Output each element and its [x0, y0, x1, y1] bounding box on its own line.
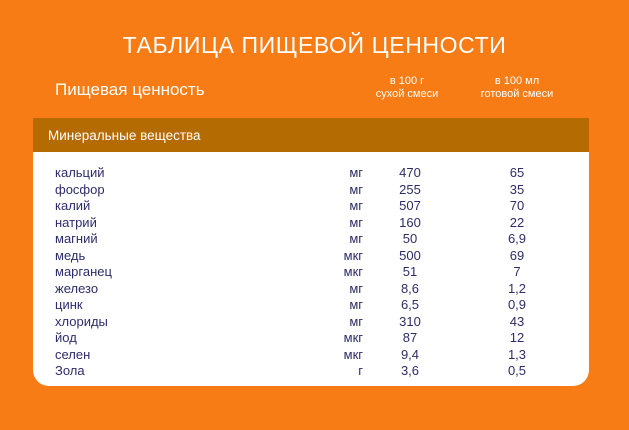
column-header-line: сухой смеси [375, 88, 439, 100]
table-row: магний мг 50 6,9 [33, 231, 589, 248]
nutrient-name: цинк [55, 297, 83, 312]
value-per-100ml-ready: 12 [509, 330, 525, 345]
section-label: Пищевая ценность [55, 80, 205, 99]
table-row: Зола г 3,6 0,5 [33, 363, 589, 380]
value-per-100ml-ready: 1,3 [507, 346, 527, 362]
value-per-100g-dry: 50 [402, 231, 418, 246]
nutrient-name: калий [55, 198, 91, 213]
nutrient-unit: мг [349, 231, 363, 246]
table-row: фосфор мг 255 35 [33, 182, 589, 199]
nutrient-name: магний [55, 231, 98, 246]
table-row: натрий мг 160 22 [33, 215, 589, 232]
value-per-100g-dry: 310 [399, 313, 421, 329]
value-per-100ml-ready: 35 [509, 181, 525, 197]
table-row: калий мг 507 70 [33, 198, 589, 215]
nutrient-name: натрий [55, 214, 97, 230]
nutrient-unit: мкг [343, 264, 363, 279]
value-per-100ml-ready: 0,9 [507, 297, 527, 312]
value-per-100g-dry: 6,5 [400, 297, 420, 312]
table-row: кальций мг 470 65 [33, 165, 589, 182]
value-per-100ml-ready: 6,9 [507, 231, 527, 246]
value-per-100g-dry: 9,4 [400, 346, 420, 362]
column-header-per-100ml-ready-mix: в 100 мл готовой смеси [457, 75, 577, 101]
nutrient-name: фосфор [55, 181, 105, 197]
nutrition-card: Минеральные вещества кальций мг 470 65 ф… [33, 118, 589, 386]
nutrient-unit: г [358, 363, 363, 378]
value-per-100g-dry: 255 [399, 181, 421, 197]
value-per-100ml-ready: 70 [509, 198, 525, 213]
table-row: хлориды мг 310 43 [33, 314, 589, 331]
value-per-100ml-ready: 43 [509, 313, 525, 329]
nutrient-unit: мг [349, 214, 363, 230]
value-per-100ml-ready: 1,2 [507, 280, 527, 296]
nutrient-unit: мг [349, 181, 363, 197]
table-row: марганец мкг 51 7 [33, 264, 589, 281]
value-per-100ml-ready: 22 [509, 214, 525, 230]
value-per-100ml-ready: 0,5 [507, 363, 527, 378]
nutrient-unit: мг [349, 198, 363, 213]
value-per-100ml-ready: 69 [509, 247, 525, 263]
nutrient-name: Зола [55, 363, 85, 378]
column-header-per-100g-dry-mix: в 100 г сухой смеси [347, 75, 467, 101]
value-per-100g-dry: 8,6 [400, 280, 420, 296]
nutrient-name: селен [55, 346, 91, 362]
value-per-100g-dry: 51 [402, 264, 418, 279]
column-header-line: в 100 г [389, 75, 425, 87]
page-title: ТАБЛИЦА ПИЩЕВОЙ ЦЕННОСТИ [122, 32, 507, 58]
value-per-100g-dry: 87 [402, 330, 418, 345]
value-per-100ml-ready: 7 [513, 264, 521, 279]
nutrient-name: хлориды [55, 313, 108, 329]
nutrient-name: медь [55, 247, 86, 263]
table-row: медь мкг 500 69 [33, 248, 589, 265]
nutrient-name: йод [55, 330, 77, 345]
nutrient-name: железо [55, 280, 99, 296]
nutrient-unit: мг [349, 165, 363, 180]
nutrient-unit: мг [349, 313, 363, 329]
nutrient-unit: мг [349, 297, 363, 312]
table-row: цинк мг 6,5 0,9 [33, 297, 589, 314]
column-header-line: в 100 мл [494, 75, 540, 87]
table-row: селен мкг 9,4 1,3 [33, 347, 589, 364]
value-per-100g-dry: 3,6 [400, 363, 420, 378]
table-row: йод мкг 87 12 [33, 330, 589, 347]
value-per-100g-dry: 500 [399, 247, 421, 263]
group-header-minerals: Минеральные вещества [33, 118, 589, 152]
column-header-line: готовой смеси [480, 88, 554, 100]
table-row: железо мг 8,6 1,2 [33, 281, 589, 298]
nutrient-unit: мкг [343, 247, 363, 263]
nutrient-unit: мг [349, 280, 363, 296]
nutrient-name: марганец [55, 264, 112, 279]
table-body: кальций мг 470 65 фосфор мг 255 35 калий… [33, 152, 589, 386]
value-per-100g-dry: 160 [399, 214, 421, 230]
value-per-100g-dry: 507 [399, 198, 421, 213]
nutrient-unit: мкг [343, 330, 363, 345]
nutrient-name: кальций [55, 165, 105, 180]
nutrient-unit: мкг [343, 346, 363, 362]
value-per-100ml-ready: 65 [509, 165, 525, 180]
value-per-100g-dry: 470 [399, 165, 421, 180]
